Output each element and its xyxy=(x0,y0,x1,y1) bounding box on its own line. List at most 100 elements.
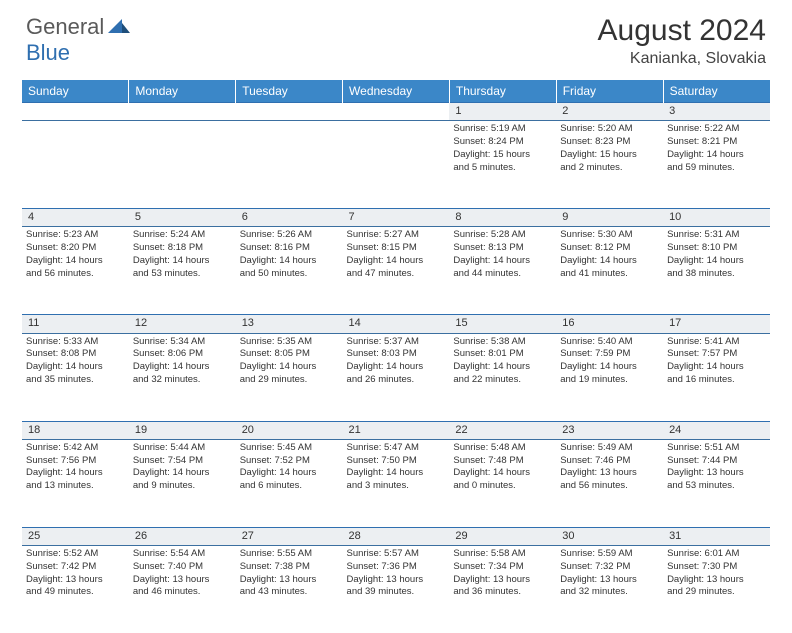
dl1-text: Daylight: 14 hours xyxy=(347,255,446,268)
brand-triangle-icon xyxy=(108,17,130,38)
day-cell: Sunrise: 5:48 AMSunset: 7:48 PMDaylight:… xyxy=(449,439,556,527)
dl1-text: Daylight: 14 hours xyxy=(453,255,552,268)
day-number: 27 xyxy=(236,527,343,545)
dl1-text: Daylight: 13 hours xyxy=(560,467,659,480)
sunset-text: Sunset: 8:08 PM xyxy=(26,348,125,361)
sunrise-text: Sunrise: 6:01 AM xyxy=(667,548,766,561)
day-number: 19 xyxy=(129,421,236,439)
day-cell: Sunrise: 5:47 AMSunset: 7:50 PMDaylight:… xyxy=(343,439,450,527)
dl2-text: and 6 minutes. xyxy=(240,480,339,493)
dl1-text: Daylight: 14 hours xyxy=(453,361,552,374)
sunrise-text: Sunrise: 5:42 AM xyxy=(26,442,125,455)
day-cell: Sunrise: 5:19 AMSunset: 8:24 PMDaylight:… xyxy=(449,121,556,209)
day-number: 26 xyxy=(129,527,236,545)
day-cell: Sunrise: 5:38 AMSunset: 8:01 PMDaylight:… xyxy=(449,333,556,421)
dl2-text: and 38 minutes. xyxy=(667,268,766,281)
dl2-text: and 56 minutes. xyxy=(26,268,125,281)
sunrise-text: Sunrise: 5:49 AM xyxy=(560,442,659,455)
day-number: 12 xyxy=(129,315,236,333)
dl1-text: Daylight: 14 hours xyxy=(667,361,766,374)
dl2-text: and 36 minutes. xyxy=(453,586,552,599)
dl1-text: Daylight: 14 hours xyxy=(667,149,766,162)
sunset-text: Sunset: 8:23 PM xyxy=(560,136,659,149)
calendar-head: SundayMondayTuesdayWednesdayThursdayFrid… xyxy=(22,80,770,103)
dl2-text: and 53 minutes. xyxy=(133,268,232,281)
sunset-text: Sunset: 7:36 PM xyxy=(347,561,446,574)
sunset-text: Sunset: 8:06 PM xyxy=(133,348,232,361)
sunset-text: Sunset: 7:40 PM xyxy=(133,561,232,574)
day-cell: Sunrise: 5:52 AMSunset: 7:42 PMDaylight:… xyxy=(22,545,129,633)
dl1-text: Daylight: 13 hours xyxy=(347,574,446,587)
day-header: Saturday xyxy=(663,80,770,103)
dl1-text: Daylight: 13 hours xyxy=(26,574,125,587)
sunrise-text: Sunrise: 5:59 AM xyxy=(560,548,659,561)
sunset-text: Sunset: 8:18 PM xyxy=(133,242,232,255)
day-cell: Sunrise: 5:54 AMSunset: 7:40 PMDaylight:… xyxy=(129,545,236,633)
dl2-text: and 49 minutes. xyxy=(26,586,125,599)
dl2-text: and 16 minutes. xyxy=(667,374,766,387)
dl1-text: Daylight: 15 hours xyxy=(453,149,552,162)
day-number: 28 xyxy=(343,527,450,545)
sunrise-text: Sunrise: 5:24 AM xyxy=(133,229,232,242)
daynum-row: 123 xyxy=(22,103,770,121)
sunrise-text: Sunrise: 5:34 AM xyxy=(133,336,232,349)
dl2-text: and 2 minutes. xyxy=(560,162,659,175)
day-number: 9 xyxy=(556,209,663,227)
day-cell: Sunrise: 5:55 AMSunset: 7:38 PMDaylight:… xyxy=(236,545,343,633)
sunrise-text: Sunrise: 5:40 AM xyxy=(560,336,659,349)
day-content-row: Sunrise: 5:33 AMSunset: 8:08 PMDaylight:… xyxy=(22,333,770,421)
sunset-text: Sunset: 8:20 PM xyxy=(26,242,125,255)
day-cell: Sunrise: 5:57 AMSunset: 7:36 PMDaylight:… xyxy=(343,545,450,633)
day-cell: Sunrise: 5:45 AMSunset: 7:52 PMDaylight:… xyxy=(236,439,343,527)
sunset-text: Sunset: 7:44 PM xyxy=(667,455,766,468)
dl1-text: Daylight: 13 hours xyxy=(560,574,659,587)
day-cell: Sunrise: 5:51 AMSunset: 7:44 PMDaylight:… xyxy=(663,439,770,527)
brand-part2: Blue xyxy=(26,40,70,65)
day-number: 6 xyxy=(236,209,343,227)
day-cell: Sunrise: 5:27 AMSunset: 8:15 PMDaylight:… xyxy=(343,227,450,315)
sunrise-text: Sunrise: 5:37 AM xyxy=(347,336,446,349)
day-cell: Sunrise: 6:01 AMSunset: 7:30 PMDaylight:… xyxy=(663,545,770,633)
sunrise-text: Sunrise: 5:20 AM xyxy=(560,123,659,136)
sunset-text: Sunset: 8:01 PM xyxy=(453,348,552,361)
day-cell: Sunrise: 5:28 AMSunset: 8:13 PMDaylight:… xyxy=(449,227,556,315)
dl1-text: Daylight: 13 hours xyxy=(133,574,232,587)
sunset-text: Sunset: 7:50 PM xyxy=(347,455,446,468)
day-header: Friday xyxy=(556,80,663,103)
dl1-text: Daylight: 14 hours xyxy=(133,467,232,480)
dl1-text: Daylight: 13 hours xyxy=(667,467,766,480)
dl2-text: and 53 minutes. xyxy=(667,480,766,493)
dl1-text: Daylight: 14 hours xyxy=(667,255,766,268)
sunset-text: Sunset: 8:05 PM xyxy=(240,348,339,361)
dl2-text: and 43 minutes. xyxy=(240,586,339,599)
dl2-text: and 3 minutes. xyxy=(347,480,446,493)
day-number: 16 xyxy=(556,315,663,333)
day-cell: Sunrise: 5:22 AMSunset: 8:21 PMDaylight:… xyxy=(663,121,770,209)
dl2-text: and 44 minutes. xyxy=(453,268,552,281)
daynum-row: 18192021222324 xyxy=(22,421,770,439)
day-number: 14 xyxy=(343,315,450,333)
daynum-row: 25262728293031 xyxy=(22,527,770,545)
dl2-text: and 29 minutes. xyxy=(240,374,339,387)
dl2-text: and 32 minutes. xyxy=(133,374,232,387)
month-title: August 2024 xyxy=(598,14,766,48)
dl2-text: and 47 minutes. xyxy=(347,268,446,281)
sunrise-text: Sunrise: 5:19 AM xyxy=(453,123,552,136)
day-cell: Sunrise: 5:42 AMSunset: 7:56 PMDaylight:… xyxy=(22,439,129,527)
sunset-text: Sunset: 7:46 PM xyxy=(560,455,659,468)
calendar-table: SundayMondayTuesdayWednesdayThursdayFrid… xyxy=(22,80,770,633)
dl1-text: Daylight: 14 hours xyxy=(26,255,125,268)
day-number: 2 xyxy=(556,103,663,121)
day-number: 24 xyxy=(663,421,770,439)
day-header: Thursday xyxy=(449,80,556,103)
dl2-text: and 9 minutes. xyxy=(133,480,232,493)
dl2-text: and 50 minutes. xyxy=(240,268,339,281)
dl2-text: and 22 minutes. xyxy=(453,374,552,387)
dl2-text: and 26 minutes. xyxy=(347,374,446,387)
day-content-row: Sunrise: 5:19 AMSunset: 8:24 PMDaylight:… xyxy=(22,121,770,209)
daynum-row: 45678910 xyxy=(22,209,770,227)
day-header-row: SundayMondayTuesdayWednesdayThursdayFrid… xyxy=(22,80,770,103)
day-number: 4 xyxy=(22,209,129,227)
header: General August 2024 Kanianka, Slovakia xyxy=(0,0,792,74)
day-number xyxy=(129,103,236,121)
